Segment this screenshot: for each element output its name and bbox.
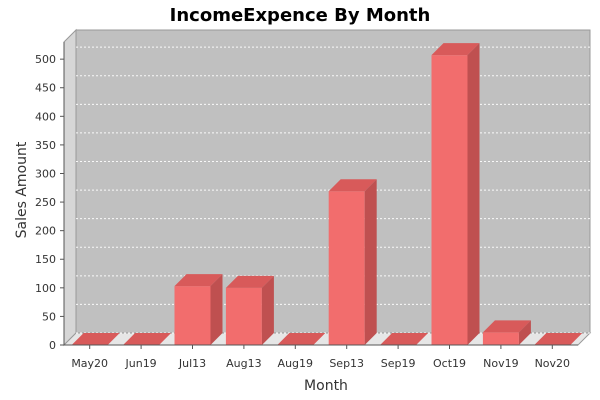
x-tick-label: Jul13 [178, 357, 206, 370]
x-tick-label: Aug19 [278, 357, 313, 370]
bar-side-Oct19 [467, 43, 480, 346]
y-tick-label: 50 [42, 310, 56, 323]
y-tick-label: 400 [35, 110, 56, 123]
x-tick-label: Sep13 [329, 357, 364, 370]
x-tick-label: Aug13 [226, 357, 261, 370]
x-tick-label: May20 [71, 357, 108, 370]
bar-side-Jul13 [210, 274, 223, 345]
bar-Aug13 [225, 287, 262, 345]
bar-top-Nov20 [534, 333, 583, 345]
bar-Nov19 [482, 332, 519, 345]
plot-left-wall [63, 28, 77, 347]
y-tick-label: 150 [35, 253, 56, 266]
x-tick-label: Nov19 [483, 357, 518, 370]
x-tick-label: Sep19 [381, 357, 416, 370]
bars-layer [71, 43, 583, 346]
axes-layer [60, 42, 578, 349]
y-tick-label: 0 [49, 339, 56, 352]
bar-side-Aug13 [261, 275, 274, 345]
y-tick-label: 100 [35, 282, 56, 295]
y-tick-label: 450 [35, 82, 56, 95]
y-axis-label: Sales Amount [14, 141, 30, 238]
bar-top-Nov19 [482, 320, 531, 333]
bar-side-Sep13 [364, 179, 377, 345]
bar-top-Aug13 [225, 275, 274, 288]
bar-side-Nov19 [518, 320, 531, 345]
x-tick-label: Oct19 [433, 357, 466, 370]
bar-top-May20 [71, 333, 120, 345]
bar-top-Jul13 [174, 274, 223, 287]
bar-Jul13 [174, 286, 211, 345]
x-tick-label: Jun19 [125, 357, 157, 370]
y-tick-label: 250 [35, 196, 56, 209]
bar-top-Oct19 [431, 43, 480, 56]
y-tick-label: 300 [35, 167, 56, 180]
bar-Oct19 [431, 55, 468, 346]
bar-top-Aug19 [277, 333, 326, 345]
x-tick-label: Nov20 [535, 357, 570, 370]
y-tick-label: 350 [35, 139, 56, 152]
x-axis-label: Month [304, 378, 348, 394]
bar-top-Sep19 [380, 333, 429, 345]
chart-title: IncomeExpence By Month [170, 5, 431, 26]
bar-Sep13 [328, 191, 365, 345]
tick-labels: 0 50 100 150 200 250 300 350 400 450 500 May20 Jun19… [35, 53, 570, 370]
y-tick-label: 200 [35, 225, 56, 238]
y-tick-label: 500 [35, 53, 56, 66]
bar-top-Jun19 [123, 333, 172, 345]
plot-background [62, 28, 592, 347]
bar-top-Sep13 [328, 179, 377, 192]
